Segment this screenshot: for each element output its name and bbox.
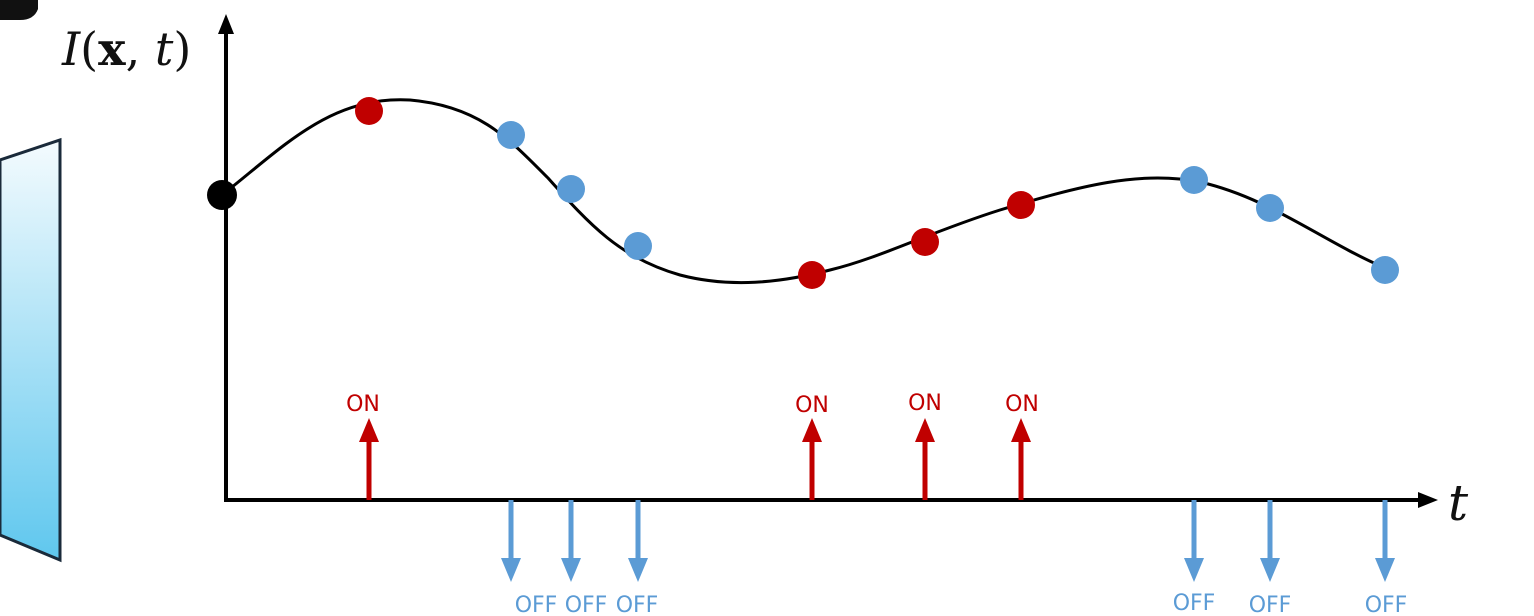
on-sample-dot (911, 228, 939, 256)
off-event-label: OFF (1249, 593, 1292, 616)
on-event-arrowhead (1011, 418, 1031, 442)
on-event-label: ON (1005, 392, 1039, 417)
off-sample-dot (557, 175, 585, 203)
samples-layer: ON OFF OFF OFF ON ON ON OFF OFF OFF (207, 97, 1407, 616)
off-event-arrowhead (1375, 558, 1395, 582)
on-event-arrowhead (802, 418, 822, 442)
off-event-label: OFF (1365, 593, 1408, 616)
on-event-arrowhead (915, 418, 935, 442)
y-axis-arrowhead (218, 14, 234, 34)
x-axis-label: t (1448, 474, 1469, 532)
on-event-label: ON (346, 392, 380, 417)
on-sample-dot (798, 261, 826, 289)
on-event-label: ON (795, 393, 829, 418)
cropped-corner-shape (0, 0, 38, 20)
x-axis-arrowhead (1418, 492, 1438, 508)
on-sample-dot (1007, 191, 1035, 219)
off-event-arrowhead (1184, 558, 1204, 582)
on-sample-dot (355, 97, 383, 125)
off-sample-dot (1371, 256, 1399, 284)
y-axis-label: I(x, t) (61, 22, 191, 76)
off-sample-dot (497, 121, 525, 149)
off-sample-dot (1180, 166, 1208, 194)
off-sample-dot (1256, 194, 1284, 222)
off-event-label: OFF (1173, 591, 1216, 616)
off-event-label: OFF (515, 593, 558, 616)
off-event-arrowhead (501, 558, 521, 582)
start-sample-dot (207, 180, 237, 210)
off-event-arrowhead (561, 558, 581, 582)
sensor-panel (0, 137, 62, 563)
off-sample-dot (624, 232, 652, 260)
on-event-label: ON (908, 391, 942, 416)
intensity-curve (221, 98, 1386, 285)
on-event-arrowhead (359, 418, 379, 442)
off-event-arrowhead (1260, 558, 1280, 582)
off-event-label: OFF (565, 593, 608, 616)
off-event-label: OFF (616, 593, 659, 616)
off-event-arrowhead (628, 558, 648, 582)
